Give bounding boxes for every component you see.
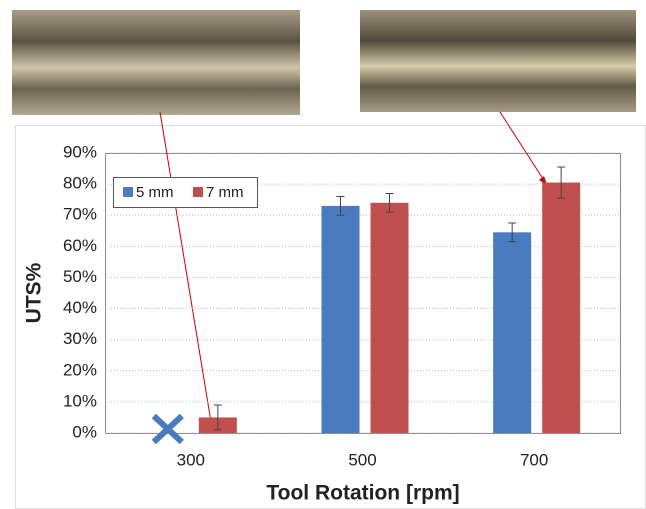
y-tick-label: 90%: [63, 142, 97, 161]
y-tick-label: 50%: [63, 267, 97, 286]
bar: [370, 202, 409, 433]
bar: [542, 182, 581, 433]
y-tick-label: 0%: [72, 422, 97, 441]
error-bar: [336, 196, 345, 216]
y-tick-label: 20%: [63, 360, 97, 379]
legend-swatch: [193, 187, 203, 197]
legend-label: 5 mm: [136, 184, 174, 201]
legend-swatch: [123, 187, 133, 197]
legend: [113, 177, 258, 208]
y-tick-label: 40%: [63, 298, 97, 317]
photo-300: [12, 10, 300, 115]
error-bar: [213, 404, 222, 431]
arrow: [499, 111, 546, 183]
x-tick-label: 500: [348, 450, 376, 469]
y-tick-label: 10%: [63, 391, 97, 410]
legend-label: 7 mm: [206, 184, 244, 201]
y-tick-label: 30%: [63, 329, 97, 348]
bar: [321, 205, 360, 433]
error-bar: [385, 192, 394, 213]
y-tick-label: 60%: [63, 236, 97, 255]
photo-700: [360, 10, 636, 112]
x-axis-label: Tool Rotation [rpm]: [266, 482, 459, 505]
y-axis-label: UTS%: [23, 262, 46, 323]
bar: [493, 232, 532, 433]
missing-marker: [151, 413, 184, 445]
x-tick-label: 700: [520, 450, 548, 469]
y-tick-label: 70%: [63, 205, 97, 224]
arrow: [159, 111, 213, 429]
y-tick-label: 80%: [63, 174, 97, 193]
error-bar: [557, 166, 566, 199]
x-tick-label: 300: [177, 450, 205, 469]
error-bar: [508, 222, 517, 243]
